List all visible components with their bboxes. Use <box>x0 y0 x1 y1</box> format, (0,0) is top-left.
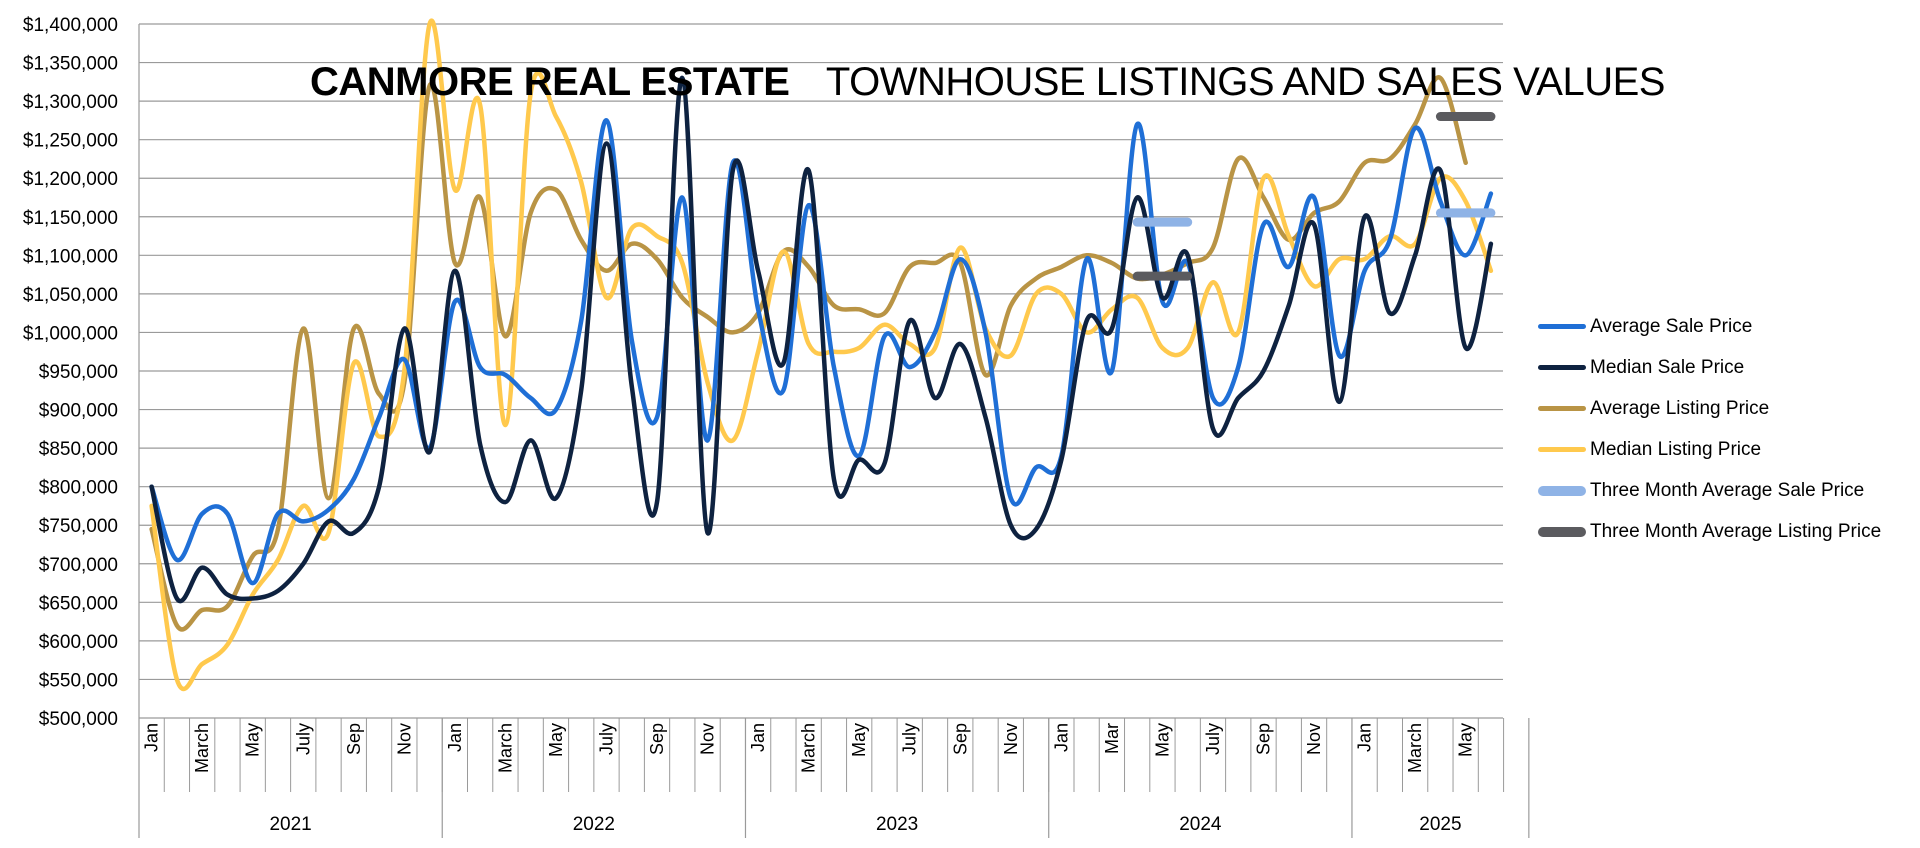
year-label: 2022 <box>573 814 615 835</box>
legend-label: Average Listing Price <box>1590 397 1770 419</box>
month-tick-label: Sep <box>1254 723 1274 755</box>
chart-title-bold: CANMORE REAL ESTATE <box>310 60 790 104</box>
month-tick-label: March <box>495 723 515 773</box>
legend-swatch <box>1538 447 1586 452</box>
y-tick-label: $1,300,000 <box>23 92 118 113</box>
legend-label: Median Sale Price <box>1590 356 1745 378</box>
month-tick-label: Nov <box>394 723 414 755</box>
legend-label: Average Sale Price <box>1590 315 1753 337</box>
legend-item: Median Listing Price <box>1538 429 1918 470</box>
legend-label: Three Month Average Listing Price <box>1590 520 1882 542</box>
month-tick-label: March <box>192 723 212 773</box>
month-tick-label: Jan <box>1355 723 1375 752</box>
chart-title-light: TOWNHOUSE LISTINGS AND SALES VALUES <box>825 60 1666 104</box>
y-tick-label: $1,100,000 <box>23 246 118 267</box>
y-tick-label: $800,000 <box>39 478 118 499</box>
year-label: 2024 <box>1179 814 1222 835</box>
year-label: 2025 <box>1419 814 1461 835</box>
month-tick-label: Sep <box>950 723 970 755</box>
y-tick-label: $1,150,000 <box>23 208 118 229</box>
month-tick-label: Nov <box>698 723 718 755</box>
y-tick-label: $1,350,000 <box>23 54 118 75</box>
legend-item: Average Sale Price <box>1538 306 1918 347</box>
legend-swatch <box>1538 365 1586 370</box>
legend-item: Three Month Average Listing Price <box>1538 511 1918 552</box>
y-tick-label: $700,000 <box>39 555 118 576</box>
y-tick-label: $1,000,000 <box>23 323 118 344</box>
y-tick-label: $750,000 <box>39 516 118 537</box>
chart-title: CANMORE REAL ESTATE TOWNHOUSE LISTINGS A… <box>310 58 1665 106</box>
y-tick-label: $1,050,000 <box>23 285 118 306</box>
legend-label: Three Month Average Sale Price <box>1590 479 1865 501</box>
chart-legend: Average Sale Price Median Sale Price Ave… <box>1538 306 1918 552</box>
month-tick-label: May <box>1456 723 1476 757</box>
y-tick-label: $1,250,000 <box>23 131 118 152</box>
legend-label: Median Listing Price <box>1590 438 1762 460</box>
month-tick-label: Nov <box>1001 723 1021 755</box>
month-tick-label: July <box>596 723 616 755</box>
month-tick-label: March <box>799 723 819 773</box>
legend-swatch <box>1538 406 1586 411</box>
median-listing-price-line <box>149 18 1494 692</box>
month-tick-label: Sep <box>647 723 667 755</box>
legend-item: Three Month Average Sale Price <box>1538 470 1918 511</box>
y-tick-label: $1,400,000 <box>23 15 118 36</box>
legend-item: Median Sale Price <box>1538 347 1918 388</box>
y-tick-label: $1,200,000 <box>23 169 118 190</box>
median-sale-price-line <box>149 75 1494 604</box>
month-tick-label: May <box>1152 723 1172 757</box>
legend-swatch <box>1538 526 1586 537</box>
month-tick-label: March <box>1405 723 1425 773</box>
y-tick-label: $650,000 <box>39 593 118 614</box>
month-tick-label: Jan <box>748 723 768 752</box>
legend-swatch <box>1538 324 1586 329</box>
y-tick-label: $900,000 <box>39 401 118 422</box>
month-tick-label: July <box>293 723 313 755</box>
legend-item: Average Listing Price <box>1538 388 1918 429</box>
average-listing-price-line <box>149 75 1468 632</box>
month-tick-label: Nov <box>1304 723 1324 755</box>
month-tick-label: Mar <box>1102 723 1122 754</box>
legend-swatch <box>1538 485 1586 496</box>
y-tick-label: $850,000 <box>39 439 118 460</box>
y-tick-label: $950,000 <box>39 362 118 383</box>
month-tick-label: Jan <box>142 723 162 752</box>
month-tick-label: July <box>1203 723 1223 755</box>
year-label: 2021 <box>269 814 311 835</box>
month-tick-label: May <box>849 723 869 757</box>
y-tick-label: $600,000 <box>39 632 118 653</box>
month-tick-label: Jan <box>1051 723 1071 752</box>
month-tick-label: July <box>900 723 920 755</box>
y-tick-label: $550,000 <box>39 670 118 691</box>
month-tick-label: Jan <box>445 723 465 752</box>
y-tick-label: $500,000 <box>39 709 118 730</box>
month-tick-label: May <box>243 723 263 757</box>
year-label: 2023 <box>876 814 918 835</box>
month-tick-label: Sep <box>344 723 364 755</box>
month-tick-label: May <box>546 723 566 757</box>
